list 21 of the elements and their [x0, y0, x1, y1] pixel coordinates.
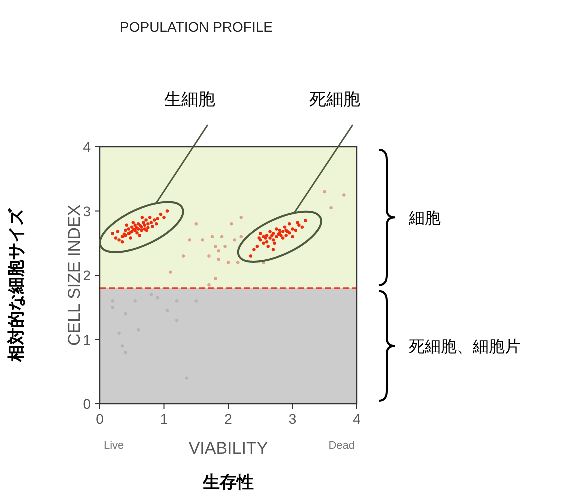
- text: 細胞: [408, 210, 441, 228]
- x-tick-label: 4: [353, 411, 362, 427]
- text: 生細胞: [164, 90, 216, 109]
- text: Dead: [328, 440, 355, 452]
- x-tick-label: 1: [160, 411, 168, 427]
- text: 相対的な細胞サイズ: [7, 208, 26, 363]
- text: 死細胞: [310, 90, 360, 109]
- y-tick-label: 1: [83, 332, 92, 348]
- y-tick-label: 2: [83, 268, 92, 284]
- y-tick-label: 4: [83, 139, 92, 155]
- y-axis-title: CELL SIZE INDEX: [65, 204, 84, 346]
- text: 死細胞、細胞片: [409, 338, 521, 356]
- chart-title: POPULATION PROFILE: [120, 19, 273, 35]
- x-tick-label: 0: [96, 411, 104, 427]
- text: Live: [104, 440, 124, 452]
- text: 生存性: [202, 473, 254, 492]
- x-axis-title: VIABILITY: [188, 439, 268, 458]
- y-tick-label: 0: [83, 396, 92, 412]
- x-tick-label: 2: [224, 411, 233, 427]
- y-tick-label: 3: [83, 203, 92, 220]
- x-tick-label: 3: [288, 411, 297, 427]
